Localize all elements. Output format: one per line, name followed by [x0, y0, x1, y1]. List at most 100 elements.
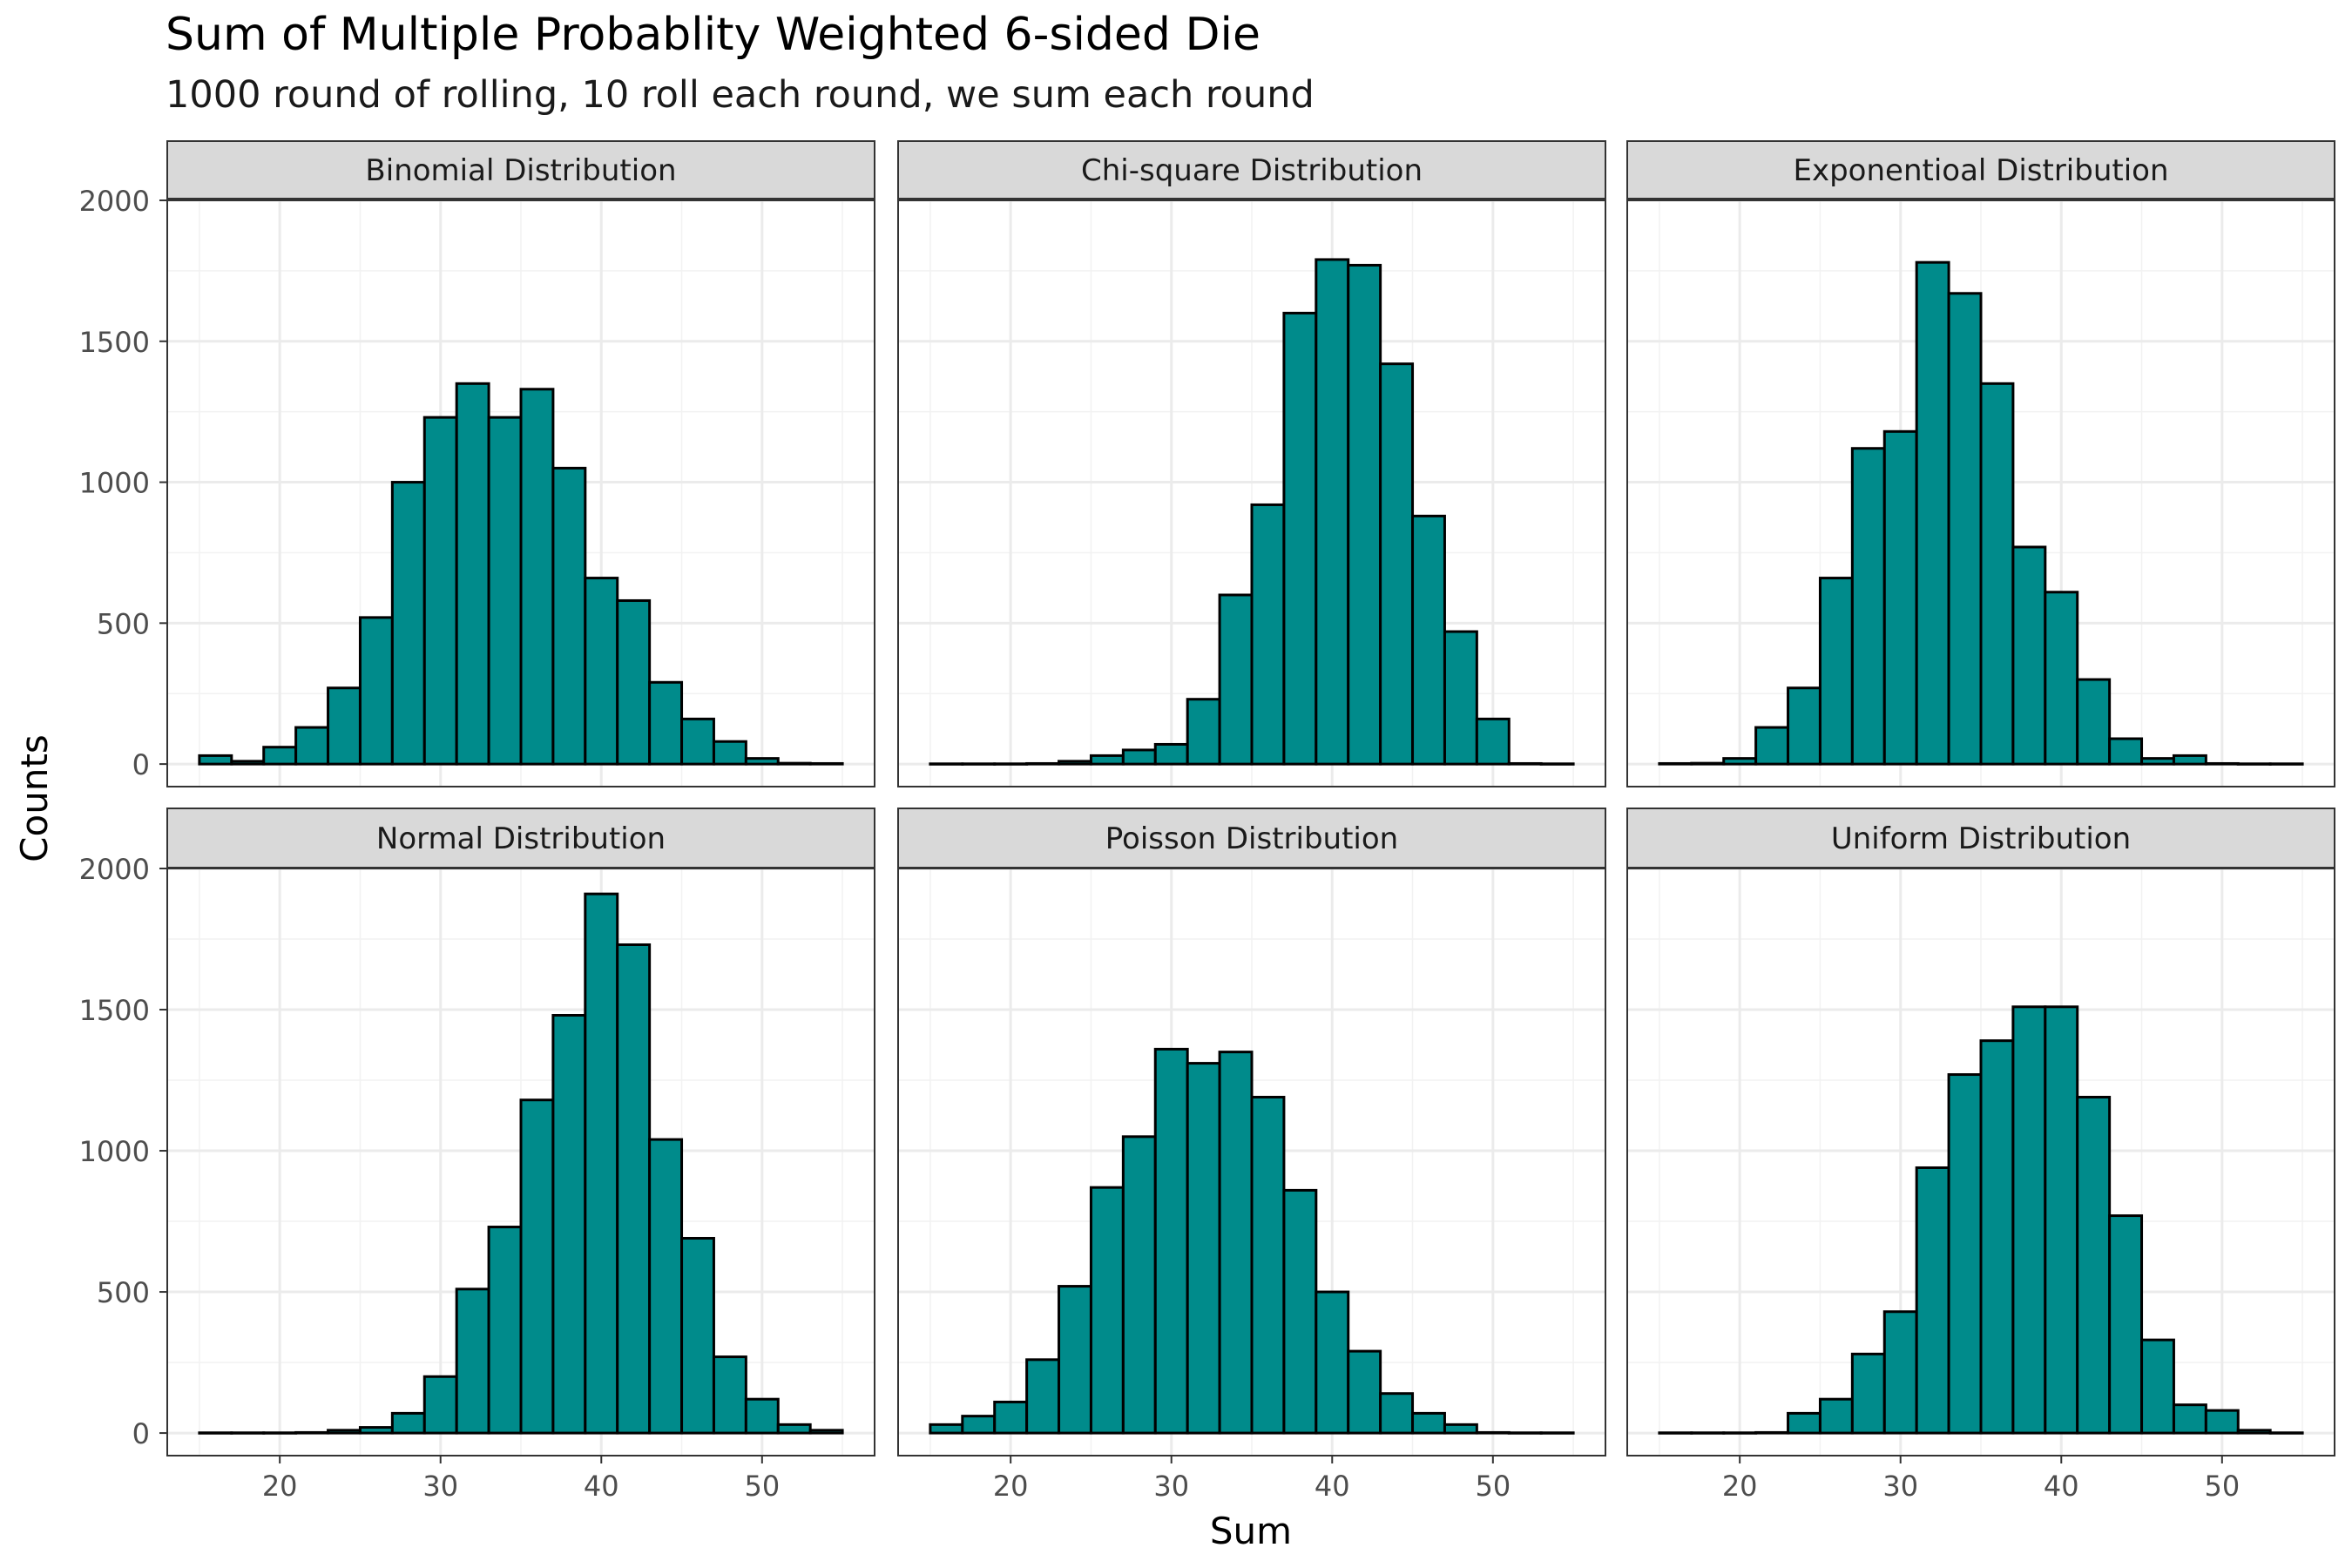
histogram-bar: [1690, 1431, 1726, 1435]
histogram-bar: [712, 740, 747, 766]
x-tick-label: 50: [1475, 1470, 1511, 1503]
histogram-bar: [487, 1226, 523, 1435]
histogram-bar: [1315, 1290, 1350, 1435]
histogram-bar: [808, 1429, 844, 1435]
y-tick-label: 2000: [79, 853, 150, 886]
histogram-bar: [1058, 1285, 1092, 1435]
histogram-bar: [2268, 762, 2304, 766]
x-tick-label: 40: [1315, 1470, 1350, 1503]
histogram-bar: [1250, 1095, 1286, 1435]
y-tick-label: 1500: [79, 994, 150, 1027]
x-tick-label: 20: [993, 1470, 1029, 1503]
chart-title: Sum of Multiple Probablity Weighted 6-si…: [166, 9, 1260, 61]
histogram-bar: [929, 1423, 964, 1435]
facet-strip-label: Poisson Distribution: [1105, 821, 1398, 856]
histogram-bar: [1754, 1430, 1790, 1435]
x-tick-label: 40: [2044, 1470, 2079, 1503]
histogram-bar: [390, 481, 426, 766]
histogram-bar: [1507, 1431, 1543, 1435]
histogram-bar: [2108, 1214, 2144, 1435]
histogram-bar: [422, 1375, 458, 1435]
histogram-bar: [2076, 1095, 2112, 1435]
histogram-bar: [455, 1288, 490, 1435]
histogram-bar: [422, 416, 458, 766]
histogram-bar: [1507, 761, 1543, 766]
histogram-bar: [680, 1236, 715, 1435]
histogram-bar: [1153, 742, 1189, 766]
histogram-bar: [744, 757, 780, 766]
histogram-bar: [390, 1411, 426, 1435]
histogram-bar: [616, 943, 652, 1435]
histogram-bar: [1443, 1423, 1478, 1435]
histogram-bar: [2204, 1409, 2240, 1435]
histogram-bar: [1658, 761, 1693, 766]
histogram-bar: [1058, 760, 1092, 766]
histogram-bar: [584, 892, 619, 1435]
histogram-bar: [230, 760, 266, 766]
histogram-bar: [2204, 761, 2240, 766]
histogram-bar: [1025, 761, 1061, 766]
histogram-bar: [1411, 514, 1446, 766]
panel-border: [1626, 199, 2335, 787]
facet-strip: [1626, 140, 2335, 199]
histogram-bar: [1282, 1188, 1318, 1435]
histogram-bar: [1347, 1349, 1382, 1435]
histogram-bar: [1089, 1186, 1125, 1435]
histogram-bar: [262, 746, 298, 766]
histogram-bar: [1282, 311, 1318, 766]
histogram-bar: [1186, 698, 1221, 766]
histogram-bar: [1915, 260, 1950, 766]
histogram-bar: [680, 717, 715, 766]
histogram-bar: [1025, 1358, 1061, 1435]
facet-strip-label: Normal Distribution: [376, 821, 666, 856]
panel-border: [166, 199, 875, 787]
y-tick-label: 500: [97, 607, 150, 640]
y-tick-label: 2000: [79, 185, 150, 218]
histogram-bar: [2140, 757, 2175, 766]
histogram-bar: [1121, 748, 1157, 766]
x-tick-label: 50: [744, 1470, 780, 1503]
x-tick-label: 30: [422, 1470, 458, 1503]
histogram-bar: [1882, 429, 1918, 766]
facet-strip: [1626, 808, 2335, 868]
y-tick-label: 500: [97, 1276, 150, 1309]
histogram-bar: [1443, 630, 1478, 766]
histogram-bar: [1218, 1051, 1254, 1435]
facet-strip-label: Exponentioal Distribution: [1793, 153, 2168, 188]
histogram-bar: [584, 577, 619, 766]
histogram-bar: [1850, 1352, 1886, 1435]
panel-border: [897, 199, 1606, 787]
histogram-bar: [519, 1098, 555, 1435]
histogram-bar: [551, 466, 587, 766]
histogram-bar: [1818, 577, 1854, 766]
histogram-bar: [648, 680, 684, 766]
x-tick-label: 20: [262, 1470, 298, 1503]
histogram-bar: [1539, 762, 1575, 766]
histogram-bar: [487, 416, 523, 766]
histogram-bar: [1787, 1411, 1821, 1435]
x-tick-label: 50: [2204, 1470, 2240, 1503]
histogram-bar: [776, 1423, 812, 1435]
histogram-bar: [2076, 678, 2112, 766]
histogram-bar: [1186, 1062, 1221, 1435]
chart-subtitle: 1000 round of rolling, 10 roll each roun…: [166, 73, 1315, 117]
histogram-bar: [961, 1415, 997, 1435]
histogram-bar: [1947, 292, 1983, 766]
histogram-bar: [1818, 1397, 1854, 1435]
histogram-bar: [1539, 1431, 1575, 1435]
histogram-bar: [2011, 1005, 2047, 1435]
histogram-bar: [1722, 757, 1758, 766]
histogram-bar: [993, 1400, 1029, 1435]
histogram-bar: [262, 1431, 298, 1435]
facet-strip-label: Chi-square Distribution: [1081, 153, 1423, 188]
histogram-bar: [2236, 762, 2272, 766]
facet-strip: [166, 140, 875, 199]
x-axis-title: Sum: [1210, 1510, 1292, 1552]
facet-strip: [166, 808, 875, 868]
histogram-bar: [294, 726, 330, 766]
histogram-bar: [358, 616, 394, 766]
histogram-bar: [2140, 1338, 2175, 1435]
histogram-bar: [198, 754, 233, 766]
